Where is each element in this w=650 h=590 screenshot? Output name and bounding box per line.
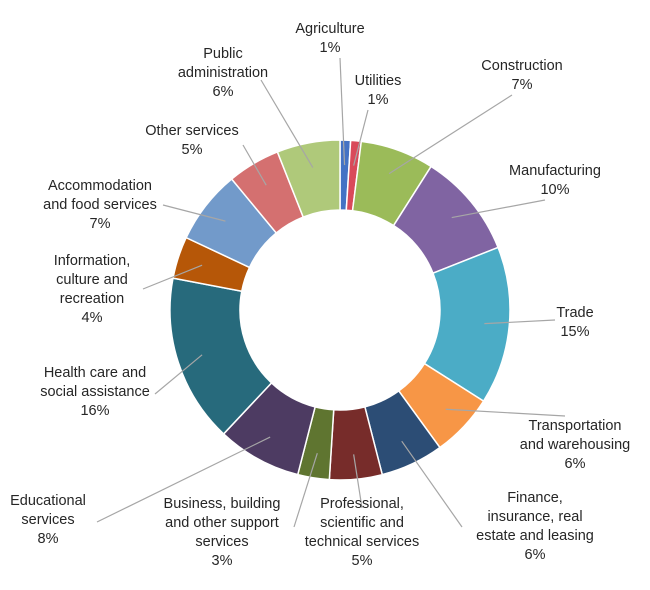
- label-business-building-and-other-support-services: Business, building and other support servi…: [164, 496, 281, 569]
- label-manufacturing: Manufacturing 10%: [509, 163, 601, 198]
- label-percent: 6%: [565, 456, 586, 472]
- label-health-care-and-social-assistance: Health care and social assistance 16%: [40, 365, 150, 419]
- label-line: Professional,: [320, 496, 404, 512]
- label-line: Educational: [10, 493, 86, 509]
- leader-manufacturing: [451, 199, 546, 219]
- leader-educational-services: [96, 436, 271, 523]
- label-line: Finance,: [507, 490, 563, 506]
- label-line: Utilities: [355, 73, 402, 89]
- label-percent: 4%: [82, 310, 103, 326]
- slices-group: [169, 139, 511, 481]
- label-other-services: Other services 5%: [145, 123, 238, 158]
- label-percent: 10%: [540, 182, 569, 198]
- label-line: social assistance: [40, 384, 150, 400]
- label-percent: 1%: [320, 40, 341, 56]
- label-line: Transportation: [529, 418, 622, 434]
- label-percent: 1%: [368, 92, 389, 108]
- label-accommodation-and-food-services: Accommodation and food services 7%: [43, 178, 157, 232]
- label-finance-insurance-real-estate-and-leasing: Finance, insurance, real estate and leasin…: [476, 490, 594, 563]
- leader-agriculture: [339, 57, 346, 166]
- labels-group: Agriculture 1% Utilities 1% Construction 7% Ma…: [10, 21, 630, 569]
- label-agriculture: Agriculture 1%: [295, 21, 364, 56]
- label-percent: 7%: [512, 77, 533, 93]
- label-percent: 15%: [560, 324, 589, 340]
- label-percent: 6%: [525, 547, 546, 563]
- label-information-culture-and-recreation: Information, culture and recreation 4%: [54, 253, 131, 326]
- label-line: and food services: [43, 197, 157, 213]
- label-educational-services: Educational services 8%: [10, 493, 86, 547]
- leader-utilities: [353, 109, 369, 166]
- label-utilities: Utilities 1%: [355, 73, 402, 108]
- label-line: Health care and: [44, 365, 146, 381]
- leader-finance-insurance-real-estate-and-leasing: [401, 440, 463, 528]
- label-line: Agriculture: [295, 21, 364, 37]
- label-percent: 3%: [212, 553, 233, 569]
- label-line: Other services: [145, 123, 238, 139]
- label-percent: 5%: [182, 142, 203, 158]
- label-construction: Construction 7%: [481, 58, 562, 93]
- label-trade: Trade 15%: [556, 305, 593, 340]
- label-transportation-and-warehousing: Transportation and warehousing 6%: [520, 418, 630, 472]
- leader-professional-scientific-and-technical-services: [353, 454, 363, 509]
- label-percent: 5%: [352, 553, 373, 569]
- label-percent: 16%: [80, 403, 109, 419]
- label-percent: 7%: [90, 216, 111, 232]
- leader-business-building-and-other-support-services: [293, 453, 318, 528]
- label-line: technical services: [305, 534, 419, 550]
- label-public-administration: Public administration 6%: [178, 46, 268, 100]
- label-line: services: [195, 534, 248, 550]
- leader-health-care-and-social-assistance: [154, 354, 203, 395]
- label-line: Information,: [54, 253, 131, 269]
- label-line: and warehousing: [520, 437, 630, 453]
- leader-other-services: [242, 144, 267, 186]
- leader-trade: [484, 319, 556, 325]
- label-line: Accommodation: [48, 178, 152, 194]
- label-line: administration: [178, 65, 268, 81]
- label-line: recreation: [60, 291, 124, 307]
- label-line: and other support: [165, 515, 279, 531]
- leader-lines-group: [96, 57, 566, 528]
- leader-public-administration: [260, 79, 314, 168]
- label-line: scientific and: [320, 515, 404, 531]
- label-professional-scientific-and-technical-services: Professional, scientific and technical ser…: [305, 496, 419, 569]
- label-line: culture and: [56, 272, 128, 288]
- label-line: estate and leasing: [476, 528, 594, 544]
- leader-information-culture-and-recreation: [142, 264, 203, 290]
- label-line: insurance, real: [487, 509, 582, 525]
- label-line: Public: [203, 46, 243, 62]
- label-percent: 8%: [38, 531, 59, 547]
- label-line: services: [21, 512, 74, 528]
- leader-transportation-and-warehousing: [445, 408, 566, 417]
- label-line: Trade: [556, 305, 593, 321]
- label-line: Business, building: [164, 496, 281, 512]
- slice-public-administration: [276, 139, 341, 218]
- leader-construction: [388, 94, 513, 175]
- leader-accommodation-and-food-services: [162, 204, 226, 222]
- label-line: Construction: [481, 58, 562, 74]
- label-percent: 6%: [213, 84, 234, 100]
- label-line: Manufacturing: [509, 163, 601, 179]
